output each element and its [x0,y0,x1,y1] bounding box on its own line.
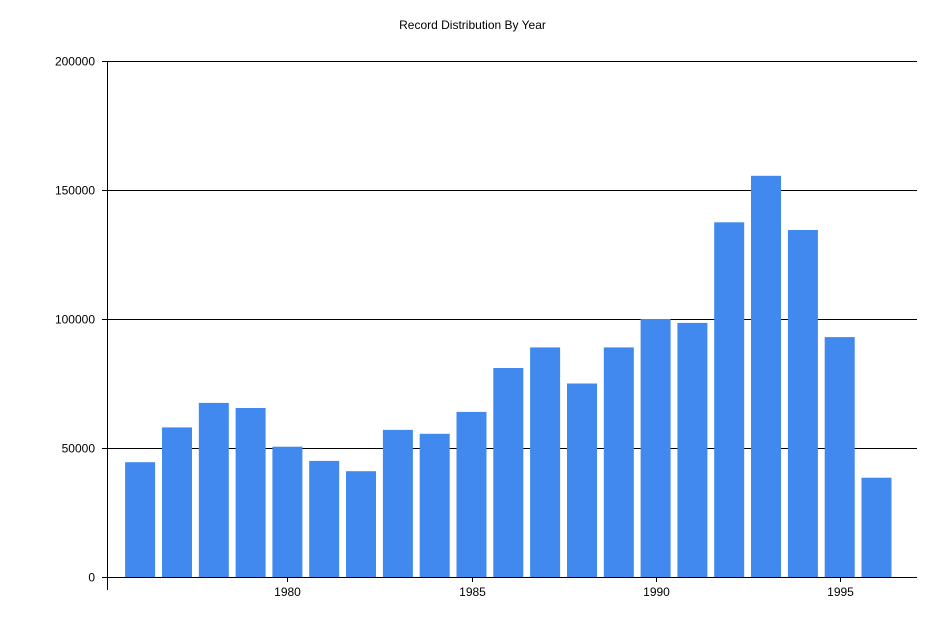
bar-1996 [861,477,892,577]
bar-1995 [824,337,855,577]
y-tick-label: 150000 [55,184,95,198]
y-tick-label: 50000 [62,442,96,456]
x-tick-label: 1990 [643,585,670,599]
bar-1993 [751,175,781,578]
bar-1976 [125,462,156,577]
x-tick-label: 1995 [827,585,854,599]
bar-1978 [198,402,229,577]
chart-title: Record Distribution By Year [399,18,546,32]
x-tick-label: 1985 [459,585,486,599]
bar-1980 [272,446,303,577]
bar-1988 [567,383,597,577]
bar-1985 [456,411,487,577]
bar-1987 [530,347,561,577]
x-tick-label: 1980 [274,585,301,599]
y-tick-label: 0 [88,571,95,585]
bar-1986 [493,368,524,577]
bar-1981 [309,460,340,577]
bar-1982 [346,471,376,577]
bar-1991 [677,322,708,577]
bar-1992 [714,222,745,578]
y-tick-label: 200000 [55,55,95,69]
bar-1984 [419,433,450,577]
bar-1994 [787,230,818,577]
bar-1990 [640,319,671,577]
bar-1979 [235,408,266,577]
y-tick-label: 100000 [55,313,95,327]
bar-1977 [162,427,192,577]
bar-1983 [382,429,413,577]
bar-1989 [603,347,634,577]
